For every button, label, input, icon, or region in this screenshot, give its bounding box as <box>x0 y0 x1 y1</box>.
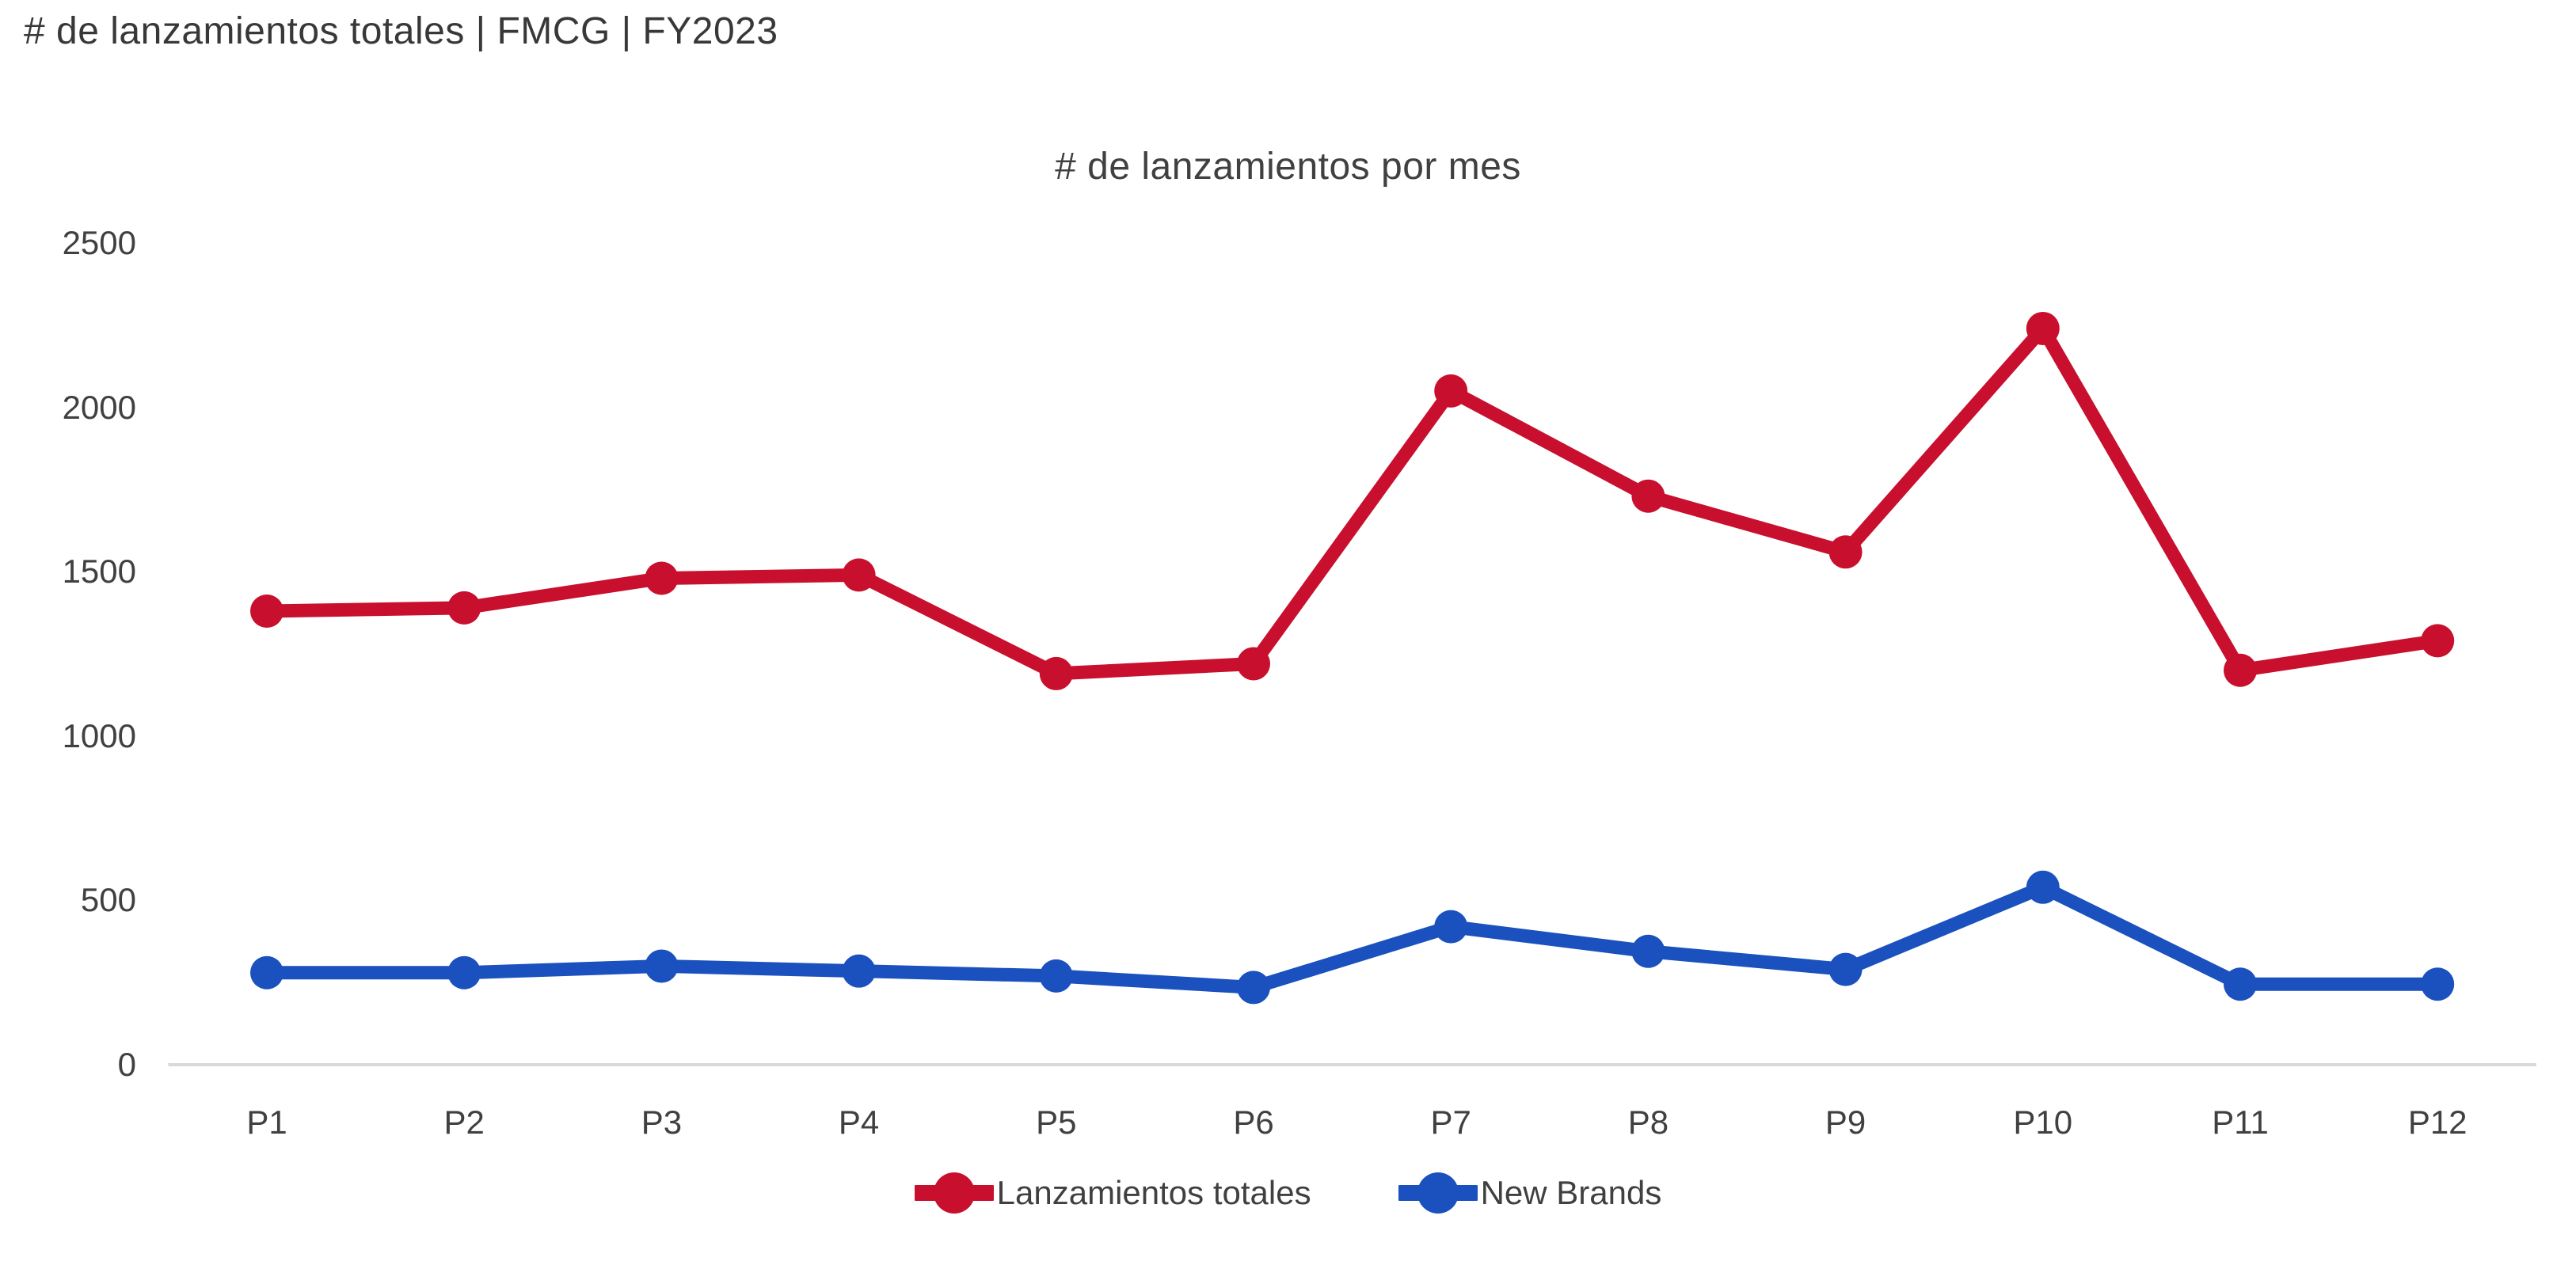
x-tick-label-p9: P9 <box>1825 1104 1866 1141</box>
x-tick-label-p10: P10 <box>2013 1104 2073 1141</box>
data-point-lanzamientos-totales-p12 <box>2421 624 2455 658</box>
x-tick-label-p7: P7 <box>1430 1104 1471 1141</box>
legend-marker-icon <box>1398 1172 1478 1214</box>
data-point-new-brands-p1 <box>250 955 283 990</box>
x-tick-label-p2: P2 <box>443 1104 485 1141</box>
y-tick-label-0: 0 <box>117 1046 136 1083</box>
series-line-lanzamientos-totales <box>260 321 2445 681</box>
data-point-lanzamientos-totales-p8 <box>1631 479 1665 513</box>
data-point-lanzamientos-totales-p4 <box>842 558 876 592</box>
y-tick-label-2000: 2000 <box>62 388 136 426</box>
legend: Lanzamientos totales New Brands <box>0 1170 2576 1216</box>
data-point-lanzamientos-totales-p5 <box>1039 656 1073 690</box>
data-point-lanzamientos-totales-p10 <box>2026 311 2060 345</box>
data-point-lanzamientos-totales-p6 <box>1237 647 1270 681</box>
x-tick-label-p5: P5 <box>1036 1104 1077 1141</box>
legend-marker-icon <box>914 1172 994 1214</box>
x-tick-label-p12: P12 <box>2407 1104 2468 1141</box>
legend-label-new-brands: New Brands <box>1480 1174 1662 1211</box>
x-tick-label-p8: P8 <box>1627 1104 1669 1141</box>
data-point-new-brands-p6 <box>1237 971 1270 1005</box>
data-point-new-brands-p11 <box>2224 967 2257 1001</box>
data-point-lanzamientos-totales-p9 <box>1828 535 1863 569</box>
data-point-new-brands-p10 <box>2026 870 2060 904</box>
data-point-new-brands-p12 <box>2421 967 2455 1001</box>
data-point-lanzamientos-totales-p3 <box>645 561 679 595</box>
data-point-new-brands-p9 <box>1828 952 1863 986</box>
x-tick-label-p11: P11 <box>2212 1104 2269 1141</box>
data-point-lanzamientos-totales-p1 <box>250 595 283 629</box>
data-point-new-brands-p8 <box>1631 934 1665 968</box>
y-tick-label-1500: 1500 <box>62 553 136 591</box>
report-title: # de lanzamientos totales | FMCG | FY202… <box>24 10 778 52</box>
x-tick-label-p6: P6 <box>1233 1104 1274 1141</box>
chart-title: # de lanzamientos por mes <box>1055 146 1521 188</box>
data-point-new-brands-p2 <box>447 955 481 990</box>
data-point-new-brands-p5 <box>1039 959 1073 993</box>
data-point-new-brands-p3 <box>645 949 679 983</box>
x-tick-label-p3: P3 <box>641 1104 683 1141</box>
series-line-new-brands <box>260 880 2445 994</box>
x-tick-label-p4: P4 <box>838 1104 880 1141</box>
legend-label-lanzamientos-totales: Lanzamientos totales <box>996 1174 1311 1211</box>
data-point-lanzamientos-totales-p2 <box>447 591 481 625</box>
legend-item-new-brands: New Brands <box>1398 1170 1662 1216</box>
data-point-lanzamientos-totales-p7 <box>1434 374 1468 408</box>
y-tick-label-2500: 2500 <box>62 224 136 261</box>
y-tick-label-500: 500 <box>80 881 136 919</box>
x-tick-label-p1: P1 <box>246 1104 287 1141</box>
data-point-new-brands-p7 <box>1434 910 1468 944</box>
y-tick-label-1000: 1000 <box>62 716 136 754</box>
legend-item-lanzamientos-totales: Lanzamientos totales <box>914 1170 1311 1216</box>
data-point-new-brands-p4 <box>842 954 876 988</box>
data-point-lanzamientos-totales-p11 <box>2224 653 2257 687</box>
